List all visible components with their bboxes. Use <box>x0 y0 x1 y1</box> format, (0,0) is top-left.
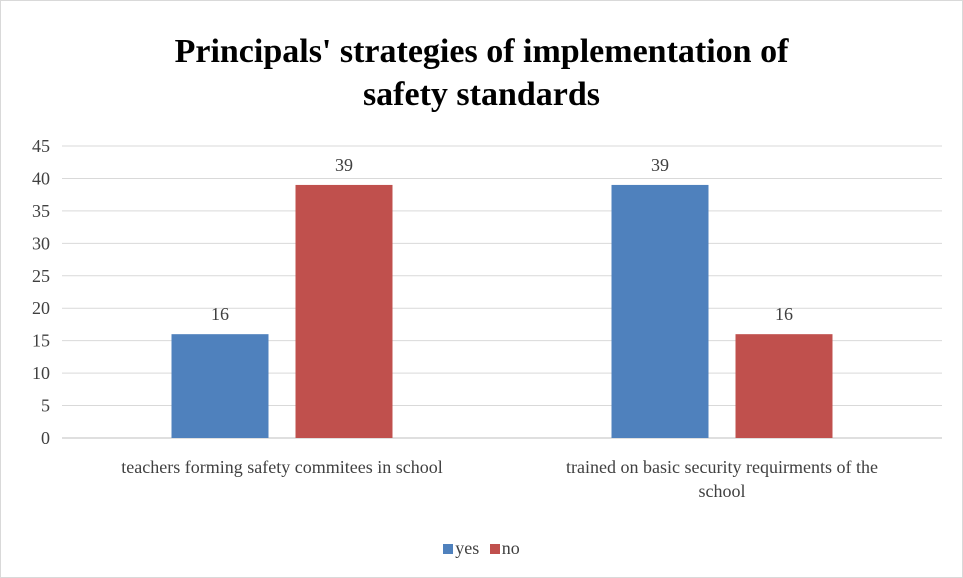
bar-no-0 <box>295 184 393 438</box>
chart-title: Principals' strategies of implementation… <box>0 30 963 116</box>
y-tick-label-40: 40 <box>32 168 50 188</box>
x-axis-category-labels: teachers forming safety commitees in sch… <box>121 457 878 501</box>
bars <box>171 184 833 438</box>
y-tick-label-20: 20 <box>32 298 50 318</box>
data-label-no-0: 39 <box>335 155 353 175</box>
bar-yes-1 <box>611 184 709 438</box>
legend-item-no: no <box>489 538 520 559</box>
y-tick-label-5: 5 <box>41 396 50 416</box>
y-tick-label-30: 30 <box>32 233 50 253</box>
legend-label-yes: yes <box>455 538 480 558</box>
legend-swatch-yes <box>443 544 454 554</box>
y-tick-label-15: 15 <box>32 331 50 351</box>
y-axis-tick-labels: 0 5 10 15 20 25 30 35 40 45 <box>32 136 50 448</box>
y-tick-label-25: 25 <box>32 266 50 286</box>
data-labels: 16 39 39 16 <box>211 155 793 324</box>
x-category-label-1-line-1: school <box>699 481 746 501</box>
chart-title-line-1: Principals' strategies of implementation… <box>174 33 789 70</box>
legend-label-no: no <box>501 538 520 558</box>
legend: yes no <box>0 538 963 559</box>
legend-item-yes: yes <box>443 538 479 559</box>
data-label-yes-1: 39 <box>651 155 669 175</box>
legend-swatch-no <box>489 544 500 554</box>
data-label-no-1: 16 <box>775 304 793 324</box>
y-tick-label-45: 45 <box>32 136 50 156</box>
chart-title-line-2: safety standards <box>362 76 601 113</box>
bar-yes-0 <box>171 334 269 438</box>
x-category-label-1-line-0: trained on basic security requirments of… <box>566 457 878 477</box>
bar-no-1 <box>735 334 833 438</box>
x-category-label-0-line-0: teachers forming safety commitees in sch… <box>121 457 442 477</box>
y-tick-label-0: 0 <box>41 428 50 448</box>
y-tick-label-10: 10 <box>32 363 50 383</box>
data-label-yes-0: 16 <box>211 304 229 324</box>
y-tick-label-35: 35 <box>32 201 50 221</box>
